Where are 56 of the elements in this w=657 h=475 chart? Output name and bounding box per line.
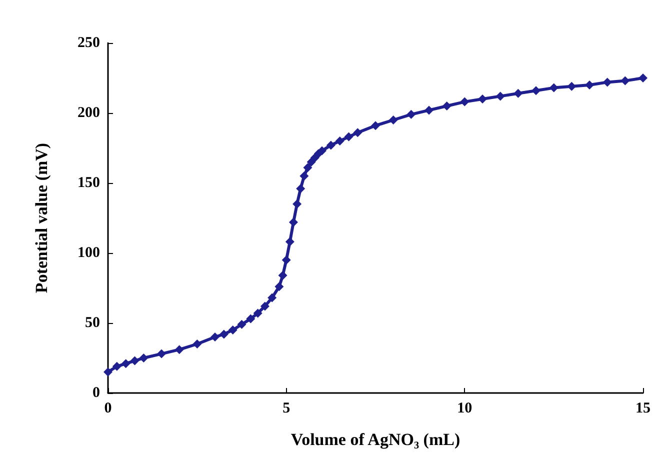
point <box>112 362 122 371</box>
point <box>296 184 306 194</box>
point <box>388 116 398 124</box>
point <box>282 256 291 264</box>
x-tick-label: 0 <box>104 400 112 416</box>
y-tick-label: 200 <box>78 105 100 121</box>
point <box>424 106 434 115</box>
point <box>104 368 112 376</box>
point <box>210 332 220 342</box>
x-tick-label: 15 <box>636 400 650 416</box>
point <box>130 356 140 366</box>
point <box>532 86 540 96</box>
point <box>288 218 298 227</box>
point <box>344 132 354 142</box>
point <box>303 163 312 172</box>
point <box>246 314 256 324</box>
point <box>406 110 416 119</box>
point <box>192 340 202 348</box>
point <box>371 121 380 130</box>
point <box>514 88 523 98</box>
point <box>292 200 302 208</box>
y-tick-label: 250 <box>78 35 100 51</box>
point <box>460 97 470 106</box>
point <box>318 146 326 156</box>
point <box>602 78 612 87</box>
point <box>219 330 228 339</box>
point <box>335 136 344 146</box>
point <box>274 282 284 292</box>
y-tick-label: 150 <box>78 175 100 191</box>
x-tick-label: 10 <box>457 400 472 416</box>
point <box>620 76 630 86</box>
point <box>268 293 277 302</box>
y-tick-label: 100 <box>78 245 100 261</box>
point <box>260 302 270 311</box>
point <box>496 92 505 101</box>
y-axis-title: Potential value (mV) <box>32 142 51 294</box>
x-tick-label: 5 <box>282 400 290 416</box>
point <box>585 80 594 90</box>
point <box>139 354 148 362</box>
point <box>638 74 648 82</box>
y-tick-label: 0 <box>92 385 100 401</box>
point <box>253 308 262 318</box>
point <box>353 128 362 138</box>
point <box>157 349 166 358</box>
point <box>174 345 184 354</box>
point <box>121 359 130 368</box>
x-axis-title: Volume of AgNO₃ (mL) <box>290 430 460 449</box>
point <box>285 237 294 246</box>
point <box>478 94 487 104</box>
y-tick-label: 50 <box>85 315 100 331</box>
point <box>326 140 336 150</box>
point <box>278 270 288 280</box>
point <box>228 326 238 334</box>
point <box>300 172 309 180</box>
point <box>442 102 452 110</box>
point <box>237 320 246 329</box>
